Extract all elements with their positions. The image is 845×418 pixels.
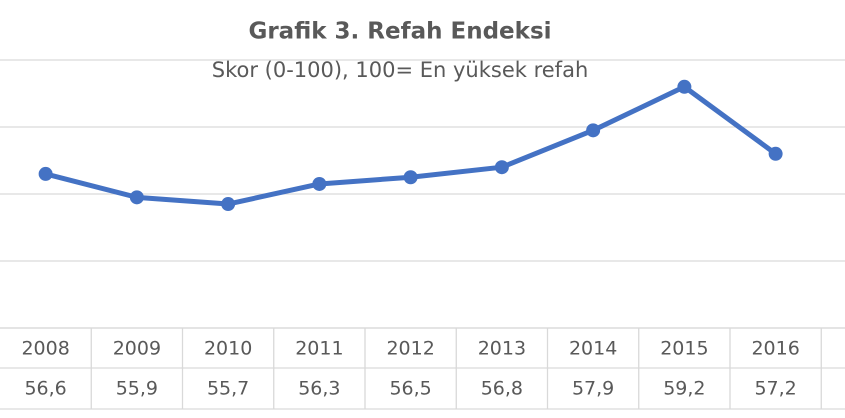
table-value: 56,3	[298, 378, 340, 400]
marker	[312, 176, 327, 191]
table-value: 55,7	[207, 378, 249, 400]
marker	[768, 146, 783, 161]
x-tick-label: 2008	[21, 338, 69, 360]
x-tick-label: 2009	[113, 338, 161, 360]
marker	[403, 170, 418, 185]
table-value: 56,5	[389, 378, 431, 400]
x-tick-label: 2014	[569, 338, 617, 360]
chart-subtitle: Skor (0-100), 100= En yüksek refah	[212, 58, 589, 82]
x-tick-label: 2015	[660, 338, 708, 360]
table-value: 55,9	[116, 378, 158, 400]
table-value: 57,9	[572, 378, 614, 400]
marker	[38, 166, 53, 181]
table-value: 56,6	[24, 378, 66, 400]
x-tick-label: 2011	[295, 338, 343, 360]
marker	[129, 190, 144, 205]
table-value: 59,2	[663, 378, 705, 400]
line	[45, 84, 778, 207]
marker	[494, 160, 509, 175]
x-tick-label: 2010	[204, 338, 252, 360]
x-tick-label: 2016	[751, 338, 799, 360]
table-value: 56,8	[481, 378, 523, 400]
x-tick-label: 2012	[386, 338, 434, 360]
chart-title: Grafik 3. Refah Endeksi	[248, 19, 551, 45]
x-tick-label: 2013	[478, 338, 526, 360]
table-value: 57,2	[754, 378, 796, 400]
marker	[677, 79, 692, 94]
marker	[221, 197, 236, 212]
marker	[586, 123, 601, 138]
